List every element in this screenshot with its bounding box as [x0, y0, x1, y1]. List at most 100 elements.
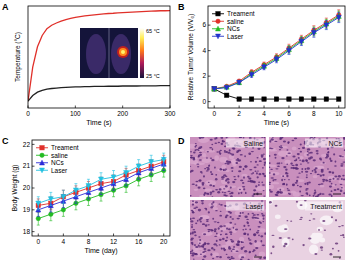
cell-nucleus	[269, 201, 272, 203]
cell-nucleus	[247, 225, 249, 227]
cell-nucleus	[197, 220, 199, 222]
cell-nucleus	[237, 244, 240, 246]
cell-nucleus	[300, 163, 302, 164]
cell-nucleus	[256, 172, 258, 174]
cell-nucleus	[304, 200, 306, 202]
cell-nucleus	[283, 183, 285, 185]
error-bar-cap	[162, 166, 165, 167]
data-point	[286, 48, 291, 53]
error-bar-cap	[49, 220, 52, 221]
cell-nucleus	[259, 160, 262, 162]
cell-nucleus	[307, 154, 309, 156]
cell-nucleus	[224, 205, 226, 207]
cell-nucleus	[297, 153, 300, 155]
cell-nucleus	[342, 234, 344, 236]
cell-nucleus	[284, 228, 287, 230]
cell-nucleus	[280, 145, 282, 147]
cell-nucleus	[305, 168, 307, 170]
cell-nucleus	[215, 189, 218, 191]
cell-nucleus	[337, 188, 340, 190]
data-point	[161, 157, 166, 162]
tissue-texture	[190, 201, 198, 205]
cell-nucleus	[326, 154, 328, 156]
cell-nucleus	[342, 175, 344, 177]
cell-nucleus	[190, 155, 193, 156]
cell-nucleus	[261, 182, 263, 184]
cell-nucleus	[331, 216, 333, 218]
data-point	[299, 97, 303, 101]
cell-nucleus	[223, 225, 226, 227]
panel-label: B	[178, 2, 185, 12]
legend-marker	[216, 19, 220, 23]
cell-nucleus	[199, 137, 202, 139]
cell-nucleus	[271, 235, 274, 236]
data-point	[124, 171, 129, 176]
tissue-texture	[286, 150, 292, 156]
tissue-texture	[232, 227, 237, 233]
error-bar-cap	[150, 168, 153, 169]
tissue-texture	[338, 179, 345, 184]
error-bar	[300, 37, 303, 45]
cell-nucleus	[239, 166, 242, 168]
cell-nucleus	[207, 169, 210, 171]
cell-nucleus	[276, 194, 279, 195]
tissue-texture	[278, 191, 288, 195]
cell-nucleus	[195, 201, 198, 203]
tissue-texture	[313, 175, 318, 178]
image-label: Treatment	[310, 203, 342, 210]
error-bar-cap	[62, 207, 65, 208]
cell-nucleus	[222, 141, 225, 143]
tissue-texture	[269, 149, 277, 151]
cell-nucleus	[263, 153, 265, 154]
y-tick-label: 20	[23, 184, 31, 191]
series-line	[28, 11, 170, 102]
cell-nucleus	[192, 217, 195, 219]
error-bar-cap	[162, 170, 165, 171]
cell-nucleus	[335, 184, 337, 185]
tissue-texture	[197, 149, 205, 151]
cell-nucleus	[253, 234, 256, 236]
tissue-gap	[282, 238, 290, 247]
cell-nucleus	[212, 148, 214, 150]
cell-nucleus	[302, 244, 304, 246]
tissue-texture	[195, 248, 203, 250]
cell-nucleus	[203, 233, 206, 235]
cell-nucleus	[242, 186, 245, 188]
error-bar-cap	[125, 166, 128, 167]
cell-nucleus	[248, 238, 250, 240]
cell-nucleus	[262, 167, 264, 169]
figure: A0100200300Time (s)Temperature (°C)65 °C…	[0, 0, 350, 264]
label-backdrop	[305, 139, 343, 148]
cell-nucleus	[263, 256, 266, 259]
error-bar	[275, 56, 278, 62]
cell-nucleus	[207, 229, 210, 230]
cell-nucleus	[262, 173, 264, 175]
x-tick-label: 4	[62, 238, 66, 245]
error-bar	[275, 55, 278, 61]
cell-nucleus	[306, 188, 309, 190]
series-line	[214, 16, 339, 89]
tissue-texture	[208, 202, 217, 207]
cell-nucleus	[195, 246, 198, 248]
cell-nucleus	[224, 150, 226, 152]
tissue-texture	[194, 189, 199, 191]
cell-nucleus	[258, 234, 260, 236]
cell-nucleus	[328, 171, 331, 173]
inset-hotspot	[119, 48, 127, 56]
cell-nucleus	[250, 180, 253, 183]
color-bar	[140, 28, 144, 78]
error-bar-cap	[312, 27, 315, 28]
cell-nucleus	[257, 176, 259, 178]
tissue-texture	[271, 138, 278, 142]
error-bar-cap	[74, 196, 77, 197]
cell-nucleus	[190, 195, 192, 197]
legend-label: saline	[227, 18, 244, 25]
cell-nucleus	[216, 232, 218, 234]
cell-nucleus	[340, 184, 343, 185]
cell-nucleus	[329, 158, 331, 161]
error-bar	[125, 166, 128, 179]
tissue-texture	[190, 144, 197, 149]
cell-nucleus	[270, 169, 273, 170]
cell-nucleus	[221, 178, 224, 179]
x-tick-label: 4	[262, 110, 266, 117]
